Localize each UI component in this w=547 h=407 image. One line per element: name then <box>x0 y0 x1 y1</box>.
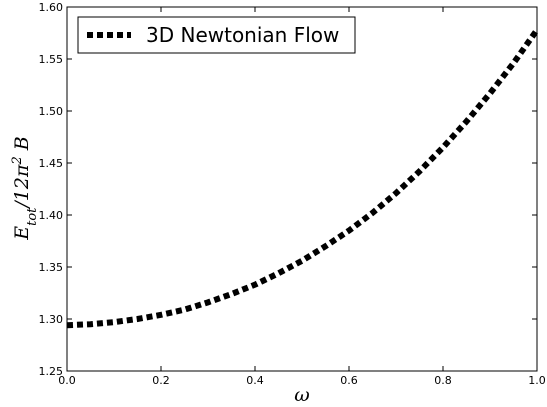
x-tick-label: 0.4 <box>246 374 264 387</box>
y-tick-label: 1.45 <box>39 157 64 170</box>
x-tick-label: 0.0 <box>58 374 76 387</box>
legend: 3D Newtonian Flow <box>77 16 356 54</box>
x-axis-label: ω <box>294 384 310 406</box>
x-tick-label: 0.2 <box>152 374 170 387</box>
y-axis-label-mid: /12π <box>11 164 33 210</box>
y-tick-label: 1.50 <box>39 105 64 118</box>
y-tick-label: 1.35 <box>39 261 64 274</box>
y-tick-label: 1.40 <box>39 209 64 222</box>
y-axis-label: Etot/12π2 B <box>10 136 40 241</box>
x-tick-label: 0.8 <box>434 374 452 387</box>
ticks-layer: 0.0 0.2 0.4 0.6 0.8 1.0 1.25 1.30 1.35 1.40 1.45 1.… <box>39 1 546 387</box>
legend-label: 3D Newtonian Flow <box>146 23 339 47</box>
y-tick-label: 1.55 <box>39 53 64 66</box>
y-tick-label: 1.60 <box>39 1 64 14</box>
x-tick-label: 0.6 <box>340 374 358 387</box>
legend-box <box>77 16 356 54</box>
y-axis-label-tail: B <box>11 136 33 156</box>
series-line-0 <box>66 28 540 329</box>
y-tick-label: 1.25 <box>39 365 64 378</box>
plot-layer <box>66 28 540 329</box>
y-axis-label-sup: 2 <box>10 156 25 165</box>
y-axis-label-main: E <box>11 226 33 241</box>
y-axis-label-sub: tot <box>25 207 40 226</box>
x-tick-label: 1.0 <box>528 374 546 387</box>
y-tick-label: 1.30 <box>39 313 64 326</box>
plot-frame <box>66 6 538 372</box>
